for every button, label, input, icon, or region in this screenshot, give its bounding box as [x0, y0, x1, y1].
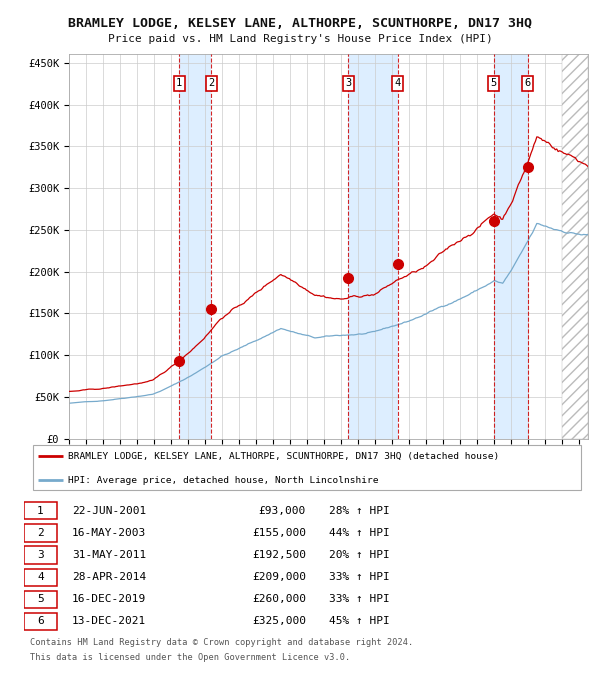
Text: 22-JUN-2001: 22-JUN-2001 — [72, 506, 146, 516]
Text: £209,000: £209,000 — [252, 572, 306, 582]
Text: 2: 2 — [37, 528, 44, 538]
Text: 28% ↑ HPI: 28% ↑ HPI — [329, 506, 389, 516]
Text: 5: 5 — [37, 594, 44, 605]
Text: 1: 1 — [176, 78, 182, 88]
Text: BRAMLEY LODGE, KELSEY LANE, ALTHORPE, SCUNTHORPE, DN17 3HQ: BRAMLEY LODGE, KELSEY LANE, ALTHORPE, SC… — [68, 17, 532, 30]
Text: 3: 3 — [37, 550, 44, 560]
FancyBboxPatch shape — [24, 613, 57, 630]
Text: 16-DEC-2019: 16-DEC-2019 — [72, 594, 146, 605]
Text: £260,000: £260,000 — [252, 594, 306, 605]
Text: 5: 5 — [491, 78, 497, 88]
FancyBboxPatch shape — [24, 568, 57, 585]
Text: 3: 3 — [345, 78, 352, 88]
FancyBboxPatch shape — [24, 547, 57, 564]
Text: 1: 1 — [37, 506, 44, 516]
Text: BRAMLEY LODGE, KELSEY LANE, ALTHORPE, SCUNTHORPE, DN17 3HQ (detached house): BRAMLEY LODGE, KELSEY LANE, ALTHORPE, SC… — [68, 452, 499, 461]
Text: 33% ↑ HPI: 33% ↑ HPI — [329, 572, 389, 582]
Text: £155,000: £155,000 — [252, 528, 306, 538]
Bar — [562, 54, 588, 439]
Text: Price paid vs. HM Land Registry's House Price Index (HPI): Price paid vs. HM Land Registry's House … — [107, 34, 493, 44]
Bar — [179, 54, 211, 439]
Text: 16-MAY-2003: 16-MAY-2003 — [72, 528, 146, 538]
Text: 13-DEC-2021: 13-DEC-2021 — [72, 616, 146, 626]
Text: 45% ↑ HPI: 45% ↑ HPI — [329, 616, 389, 626]
Text: This data is licensed under the Open Government Licence v3.0.: This data is licensed under the Open Gov… — [30, 653, 350, 662]
Text: 44% ↑ HPI: 44% ↑ HPI — [329, 528, 389, 538]
Text: 28-APR-2014: 28-APR-2014 — [72, 572, 146, 582]
FancyBboxPatch shape — [24, 524, 57, 541]
Text: £325,000: £325,000 — [252, 616, 306, 626]
FancyBboxPatch shape — [24, 591, 57, 608]
Text: 33% ↑ HPI: 33% ↑ HPI — [329, 594, 389, 605]
Text: 6: 6 — [37, 616, 44, 626]
FancyBboxPatch shape — [24, 503, 57, 520]
Text: £93,000: £93,000 — [259, 506, 306, 516]
Text: 4: 4 — [395, 78, 401, 88]
Text: 2: 2 — [208, 78, 215, 88]
FancyBboxPatch shape — [33, 445, 581, 490]
Text: Contains HM Land Registry data © Crown copyright and database right 2024.: Contains HM Land Registry data © Crown c… — [30, 638, 413, 647]
Text: 6: 6 — [524, 78, 531, 88]
Bar — [494, 54, 527, 439]
Text: £192,500: £192,500 — [252, 550, 306, 560]
Bar — [348, 54, 398, 439]
Text: 4: 4 — [37, 572, 44, 582]
Text: HPI: Average price, detached house, North Lincolnshire: HPI: Average price, detached house, Nort… — [68, 476, 378, 485]
Text: 31-MAY-2011: 31-MAY-2011 — [72, 550, 146, 560]
Text: 20% ↑ HPI: 20% ↑ HPI — [329, 550, 389, 560]
